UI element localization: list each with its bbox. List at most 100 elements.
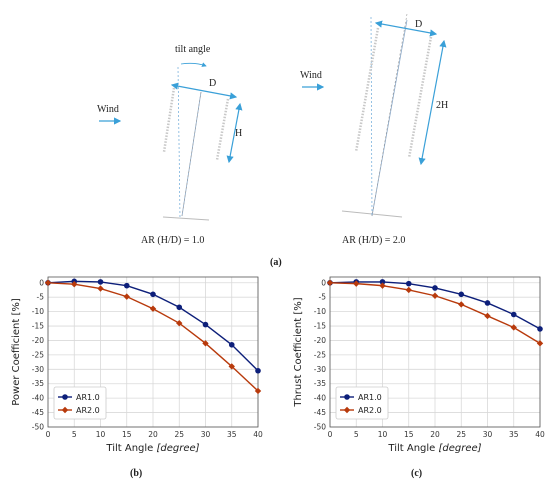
y-tick-label: -50 [32,423,44,432]
x-tick-label: 15 [404,430,414,439]
data-point-AR1.0 [202,321,209,328]
data-point-AR1.0 [484,300,491,306]
data-point-AR2.0 [326,279,334,286]
x-tick-label: 25 [456,430,466,439]
data-point-AR1.0 [510,311,517,318]
data-point-AR1.0 [537,326,543,332]
x-tick-label: 40 [535,430,545,439]
x-tick-label: 20 [148,430,158,439]
y-tick-label: -5 [319,293,327,302]
data-point-AR2.0 [405,286,412,294]
tilt-angle-label: tilt angle [175,44,211,55]
wind-label: Wind [300,70,322,81]
y-tick-label: -40 [314,394,326,403]
wind-label: Wind [97,104,119,115]
legend-label: AR2.0 [76,406,100,415]
data-point-AR2.0 [510,324,517,331]
diameter-arrow [170,82,238,100]
data-point-AR1.0 [150,291,156,298]
caption-a: (a) [270,257,282,268]
y-tick-label: -40 [32,394,44,403]
diameter-label: D [415,19,422,30]
data-point-AR1.0 [176,304,183,311]
x-tick-label: 40 [253,430,263,439]
plot-frame [329,276,541,428]
blade-right [407,36,433,159]
y-tick-label: -20 [32,336,44,345]
chart-caption: (c) [411,468,422,479]
y-tick-label: -15 [314,322,326,331]
data-point-AR1.0 [458,291,465,298]
y-tick-label: -45 [314,408,326,417]
data-point-AR1.0 [432,285,438,291]
data-point-AR2.0 [123,293,130,300]
data-point-AR1.0 [228,341,235,348]
x-tick-label: 30 [483,430,493,439]
y-tick-label: -25 [314,350,326,359]
x-tick-label: 5 [72,430,77,439]
data-point-AR1.0 [97,279,104,285]
data-point-AR1.0 [379,279,386,285]
blade-left [162,87,176,153]
y-tick-label: -50 [314,423,326,432]
x-axis-label: Tilt Angle [degree] [387,443,481,454]
y-tick-label: -25 [32,350,44,359]
rotor-centerline [371,13,408,217]
data-point-AR1.0 [405,280,412,287]
legend-label: AR1.0 [76,393,100,402]
y-tick-label: -15 [32,322,44,331]
ground-line [162,216,210,221]
x-tick-label: 0 [46,430,51,439]
height-arrow [418,39,447,166]
x-axis-label-unit: [degree] [439,443,482,454]
data-point-AR2.0 [353,280,360,287]
thrust-coefficient-chart: 0-5-10-15-20-25-30-35-40-45-500 5 10 15 20 25… [293,276,545,479]
height-label: 2H [436,100,448,111]
plot-frame [47,276,259,428]
height-label: H [235,128,242,139]
data-point-AR2.0 [254,387,262,395]
tower-line [181,91,202,217]
x-tick-label: 25 [174,430,184,439]
y-tick-label: -20 [314,336,326,345]
data-point-AR2.0 [458,301,465,308]
chart-caption: (b) [130,468,142,479]
y-tick-label: -35 [314,379,326,388]
legend-label: AR2.0 [358,406,382,415]
height-arrow [226,102,243,164]
data-point-AR2.0 [176,319,183,327]
blade-right [215,98,230,161]
y-tick-label: -30 [32,365,44,374]
power-coefficient-chart: 0-5-10-15-20-25-30-35-40-45-500 5 10 15 20 25… [11,276,263,479]
y-tick-label: -10 [314,307,326,316]
legend-marker [344,394,350,400]
tilt-angle-arc [180,62,207,67]
data-point-AR2.0 [431,292,439,299]
legend-marker [343,406,351,414]
data-point-AR1.0 [123,282,130,289]
data-point-AR2.0 [97,285,104,292]
turbine-diagram-ar2: D 2H Wind AR (H/D) = 2.0 [300,13,448,246]
vertical-reference-line [370,16,373,217]
legend-label: AR1.0 [358,393,382,402]
x-tick-label: 15 [122,430,132,439]
y-axis-label: Power Coefficient [%] [11,298,22,406]
blade-left [354,27,380,153]
data-point-AR2.0 [484,312,491,320]
y-tick-label: -30 [314,365,326,374]
turbine-diagram-ar1: tilt angle D H Wind AR (H/D) = 1.0 [97,44,243,246]
y-tick-label: -5 [37,293,45,302]
y-tick-label: -35 [32,379,44,388]
data-point-AR2.0 [71,281,78,288]
data-point-AR1.0 [255,367,261,374]
rotor-centerline [181,91,202,217]
y-tick-label: -45 [32,408,44,417]
x-axis-label-unit: [degree] [157,443,200,454]
data-point-AR2.0 [202,340,209,347]
y-tick-label: -10 [32,307,44,316]
x-tick-label: 5 [354,430,359,439]
x-tick-label: 35 [509,430,519,439]
data-point-AR2.0 [379,282,386,289]
data-point-AR2.0 [44,279,52,286]
